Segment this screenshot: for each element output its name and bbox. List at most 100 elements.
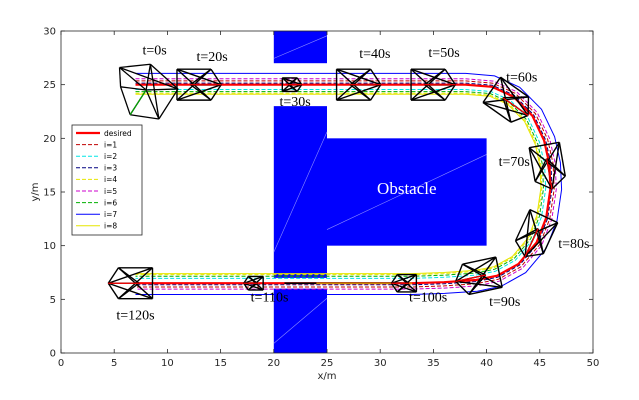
legend-entry: i=1	[104, 140, 117, 149]
obstacle-diagonal	[326, 154, 487, 230]
formation-edge	[210, 68, 222, 86]
formation-edge	[282, 84, 302, 93]
formation-edge	[107, 267, 120, 284]
formation-edge	[296, 77, 303, 86]
x-tick-label: 40	[480, 358, 493, 369]
y-axis: 0 5 10 15 20 25 30	[43, 27, 593, 360]
trajectory-i5	[135, 78, 557, 290]
legend-entry: i=3	[104, 164, 117, 173]
time-label: t=40s	[359, 47, 390, 62]
formation-edge	[529, 208, 558, 224]
robot-formation	[176, 68, 222, 101]
formation-edge	[390, 282, 398, 293]
formation-edge	[528, 147, 536, 182]
legend: desired i=1 i=2 i=3 i=4 i=5 i=6 i=7 i=8	[71, 124, 143, 236]
x-axis-label: x/m	[317, 371, 336, 382]
legend-entry: i=2	[104, 152, 117, 161]
y-tick-label: 25	[43, 80, 56, 91]
time-label: t=60s	[506, 70, 537, 85]
formation-edge	[482, 101, 512, 123]
x-tick-label: 35	[427, 358, 440, 369]
formation-edge	[391, 282, 417, 293]
formation-heading	[524, 228, 539, 257]
formation-edge	[210, 84, 222, 101]
time-label: t=80s	[558, 237, 589, 252]
formation-heading	[455, 274, 486, 283]
x-tick-label: 25	[321, 358, 334, 369]
formation-edge	[296, 84, 303, 92]
robot-formation	[107, 267, 154, 300]
robot-formation	[514, 208, 559, 258]
formation-edge	[514, 240, 526, 257]
start-formation-edge	[149, 63, 179, 90]
obstacle-diagonal	[273, 131, 328, 253]
formation-edge	[370, 68, 382, 86]
x-tick-label: 45	[533, 358, 546, 369]
trajectory-i7	[135, 72, 563, 295]
robot-formation	[390, 273, 418, 293]
formation-edge	[500, 76, 529, 116]
time-label: t=110s	[251, 290, 289, 305]
robot-formation	[482, 76, 530, 123]
y-tick-label: 30	[43, 27, 56, 38]
legend-entry: i=7	[104, 210, 117, 219]
obstacle-label: Obstacle	[377, 179, 436, 198]
formation-edge	[482, 101, 529, 117]
formation-edge	[542, 222, 559, 255]
formation-edge	[551, 175, 566, 190]
trajectory-i1	[135, 80, 555, 288]
start-formation-edge	[146, 88, 179, 91]
y-tick-label: 15	[43, 188, 56, 199]
start-formation-edge	[119, 66, 179, 90]
formation-edge	[176, 84, 222, 101]
start-formation-edge	[130, 114, 159, 120]
formation-edge	[528, 147, 553, 190]
x-tick-label: 10	[161, 358, 174, 369]
time-label: t=70s	[499, 155, 530, 170]
legend-entry: i=6	[104, 198, 117, 207]
formation-edge	[444, 68, 456, 86]
formation-edge	[524, 222, 559, 258]
start-formation-edge	[149, 64, 160, 120]
formation-edge	[391, 273, 417, 284]
formation-edge	[243, 282, 264, 291]
x-tick-label: 20	[267, 358, 280, 369]
time-labels: t=0s t=20s t=30s t=40s t=50s t=60s t=70s t=80s t…	[116, 44, 589, 324]
formation-edge	[108, 267, 153, 284]
start-formation-edge	[118, 67, 122, 87]
formation-edge	[455, 280, 503, 288]
formation-edge	[336, 84, 382, 101]
start-formation-edge	[119, 63, 151, 69]
start-formation-edge	[120, 86, 147, 91]
start-formation-edge	[119, 66, 147, 91]
y-tick-label: 20	[43, 134, 56, 145]
x-tick-label: 0	[58, 358, 64, 369]
x-axis: 0 5 10 15 20 25 30 35 40 45 50	[58, 31, 599, 369]
robot-formation	[455, 256, 503, 296]
start-formation-edge	[119, 86, 131, 115]
y-tick-label: 5	[50, 295, 56, 306]
formation-heading	[502, 97, 529, 116]
formation-edge	[524, 253, 544, 258]
robot-formation	[281, 77, 303, 93]
start-formation-edge	[145, 89, 160, 120]
time-label: t=20s	[196, 50, 227, 65]
time-label: t=120s	[116, 309, 154, 324]
formation-edge	[462, 256, 496, 265]
formation-edge	[370, 84, 382, 101]
start-formation-edge	[145, 64, 152, 91]
x-tick-label: 30	[374, 358, 387, 369]
time-label: t=100s	[409, 290, 447, 305]
time-label: t=30s	[279, 95, 310, 110]
legend-box	[71, 124, 143, 236]
y-tick-label: 10	[43, 241, 56, 252]
obstacle-diagonal	[273, 298, 328, 344]
legend-entry: desired	[104, 129, 132, 138]
robot-formation	[410, 68, 456, 101]
formation-edge	[243, 276, 249, 284]
formation-edge	[524, 209, 531, 257]
formation-edge	[455, 280, 470, 295]
formation-edge	[107, 282, 120, 300]
legend-entry: i=8	[104, 222, 117, 231]
